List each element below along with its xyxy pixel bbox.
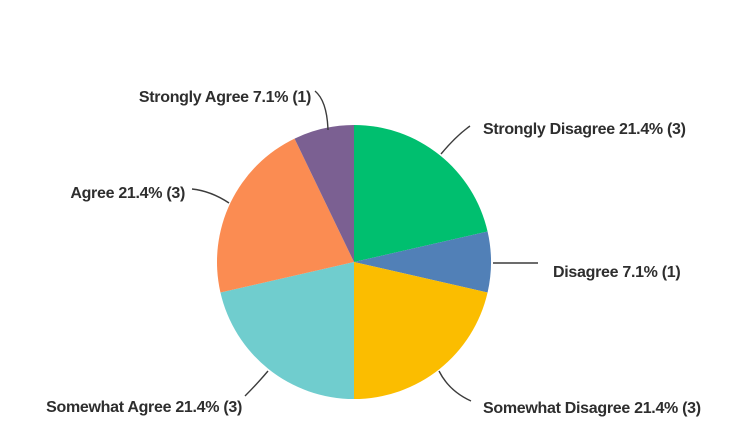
- slice-labels-group: Strongly Disagree 21.4% (3) Disagree 7.1%…: [46, 89, 701, 417]
- pie-slice-somewhat-agree[interactable]: [220, 262, 354, 400]
- pie-slice-somewhat-disagree[interactable]: [354, 262, 488, 399]
- leader-line-agree: [191, 188, 230, 204]
- slice-label-strongly-disagree: Strongly Disagree 21.4% (3): [483, 121, 686, 138]
- slice-label-somewhat-agree: Somewhat Agree 21.4% (3): [46, 399, 242, 416]
- leader-line-somewhat-disagree: [438, 370, 472, 402]
- leader-lines-group: [191, 90, 538, 402]
- slice-label-agree: Agree 21.4% (3): [70, 185, 185, 202]
- pie-slices-group: [216, 125, 492, 400]
- pie-slice-strongly-agree[interactable]: [294, 125, 354, 262]
- slice-label-disagree: Disagree 7.1% (1): [553, 264, 680, 281]
- pie-slice-agree[interactable]: [216, 138, 354, 293]
- pie-slice-disagree[interactable]: [354, 231, 492, 293]
- leader-line-strongly-disagree: [440, 125, 471, 155]
- pie-slice-strongly-disagree[interactable]: [354, 125, 488, 262]
- slice-label-strongly-agree: Strongly Agree 7.1% (1): [139, 89, 311, 106]
- leader-line-strongly-agree: [314, 90, 329, 131]
- slice-label-somewhat-disagree: Somewhat Disagree 21.4% (3): [483, 400, 701, 417]
- leader-line-somewhat-agree: [244, 370, 269, 397]
